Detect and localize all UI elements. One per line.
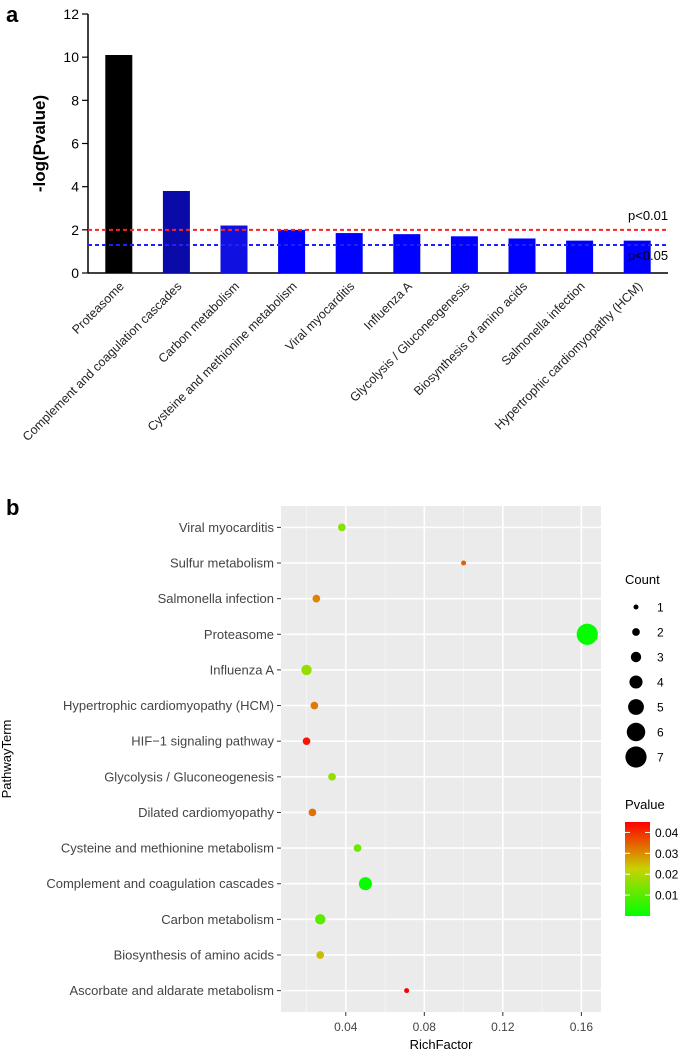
data-point [353,844,362,852]
y-tick-label: Dilated cardiomyopathy [138,805,274,820]
legend-count-label: 1 [657,601,664,615]
dot-plot: Viral myocarditis Sulfur metabolism Salmon… [0,506,679,1052]
x-tick-label: 0.08 [413,1020,437,1034]
y-tick-label: Viral myocarditis [179,520,275,535]
data-point [328,772,336,781]
y-tick-label: 0 [71,265,79,281]
y-tick-label: Influenza A [210,662,275,677]
x-tick-label: Biosynthesis of amino acids [411,279,530,398]
colorbar-label: 0.03 [655,847,679,861]
legend-count-label: 5 [657,701,664,715]
y-tick-label: 10 [63,49,79,65]
count-legend: Count 1 2 3 4 5 6 7 [625,572,664,768]
points [301,523,598,994]
panel-b-label: b [6,495,19,520]
y-axis-title: PathwayTerm [0,720,14,799]
bar [220,225,248,273]
y-tick-label: 2 [71,222,79,238]
data-point [308,808,317,817]
gridlines [281,506,601,1012]
x-tick-label: 0.12 [491,1020,515,1034]
legend-count-label: 6 [657,726,664,740]
y-tick-labels: Viral myocarditis Sulfur metabolism Salmon… [46,520,281,998]
bar [278,229,306,273]
colorbar-label: 0.04 [655,826,679,840]
y-tick-label: Sulfur metabolism [170,556,274,571]
y-tick-label: Carbon metabolism [161,912,274,927]
y-tick-label: Cysteine and methionine metabolism [61,841,274,856]
y-axis-title: -log(Pvalue) [30,95,49,192]
x-tick-label: 0.16 [570,1020,594,1034]
legend-count-symbol [625,746,647,768]
bar [393,234,421,273]
bars [105,55,651,274]
legend-count-label: 7 [657,751,664,765]
x-tick-labels: 0.04 0.08 0.12 0.16 [334,1012,593,1034]
y-tick-label: Hypertrophic cardiomyopathy (HCM) [63,698,274,713]
reference-label: p<0.05 [628,248,668,263]
bar [508,238,536,273]
y-tick-label: Salmonella infection [158,591,274,606]
legend-count-symbol [626,722,646,742]
reference-lines: p<0.01 p<0.05 [88,208,668,263]
bar [566,240,594,273]
y-tick-label: 6 [71,136,79,152]
y-tick-label: Glycolysis / Gluconeogenesis [104,769,274,784]
x-axis-title: RichFactor [410,1037,474,1052]
bar [450,236,478,273]
colorbar-label: 0.02 [655,868,679,882]
data-point [302,737,311,746]
legend-count-label: 2 [657,626,664,640]
bar [335,233,363,273]
legend-count-symbol [629,675,643,689]
pvalue-legend: Pvalue 0.01 0.02 0.03 0.04 [625,797,679,916]
data-point [316,951,325,959]
bar-chart: 0 2 4 6 8 10 12 p<0.01 p<0.05 ProteasomeComplem… [20,6,668,444]
legend-count-label: 4 [657,676,664,690]
reference-label: p<0.01 [628,208,668,223]
pvalue-colorbar [625,822,650,916]
data-point [404,988,410,994]
data-point [358,877,372,891]
y-tick-label: Complement and coagulation cascades [46,876,274,891]
data-point [338,523,346,532]
data-point [576,623,598,645]
data-point [312,594,321,603]
y-tick-label: 4 [71,179,79,195]
y-tick-label: 12 [63,6,79,22]
panel-a-label: a [6,2,19,27]
data-point [315,914,326,925]
x-tick-label: Glycolysis / Gluconeogenesis [347,279,472,404]
y-tick-label: Proteasome [204,627,274,642]
x-tick-label: Influenza A [361,279,415,333]
data-point [461,560,467,566]
x-tick-label: 0.04 [334,1020,358,1034]
y-tick-label: Biosynthesis of amino acids [114,947,275,962]
y-axis: 0 2 4 6 8 10 12 [63,6,668,281]
bar [623,240,651,273]
bar [162,190,190,273]
y-tick-label: HIF−1 signaling pathway [131,734,274,749]
pvalue-legend-title: Pvalue [625,797,665,812]
legend-count-symbol [630,651,642,663]
data-point [301,664,312,676]
legend-count-label: 3 [657,651,664,665]
legend-count-symbol [628,699,644,715]
plot-background [281,506,601,1012]
data-point [310,701,319,710]
bar [105,55,133,274]
legend-count-symbol [633,604,639,610]
y-tick-label: 8 [71,92,79,108]
y-tick-label: Ascorbate and aldarate metabolism [69,983,274,998]
legend-count-symbol [632,628,640,636]
x-tick-label: Proteasome [69,279,127,337]
count-legend-title: Count [625,572,660,587]
colorbar-label: 0.01 [655,889,679,903]
